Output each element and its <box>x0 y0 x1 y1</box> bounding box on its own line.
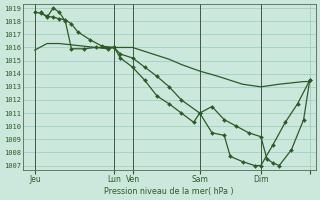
X-axis label: Pression niveau de la mer( hPa ): Pression niveau de la mer( hPa ) <box>104 187 234 196</box>
